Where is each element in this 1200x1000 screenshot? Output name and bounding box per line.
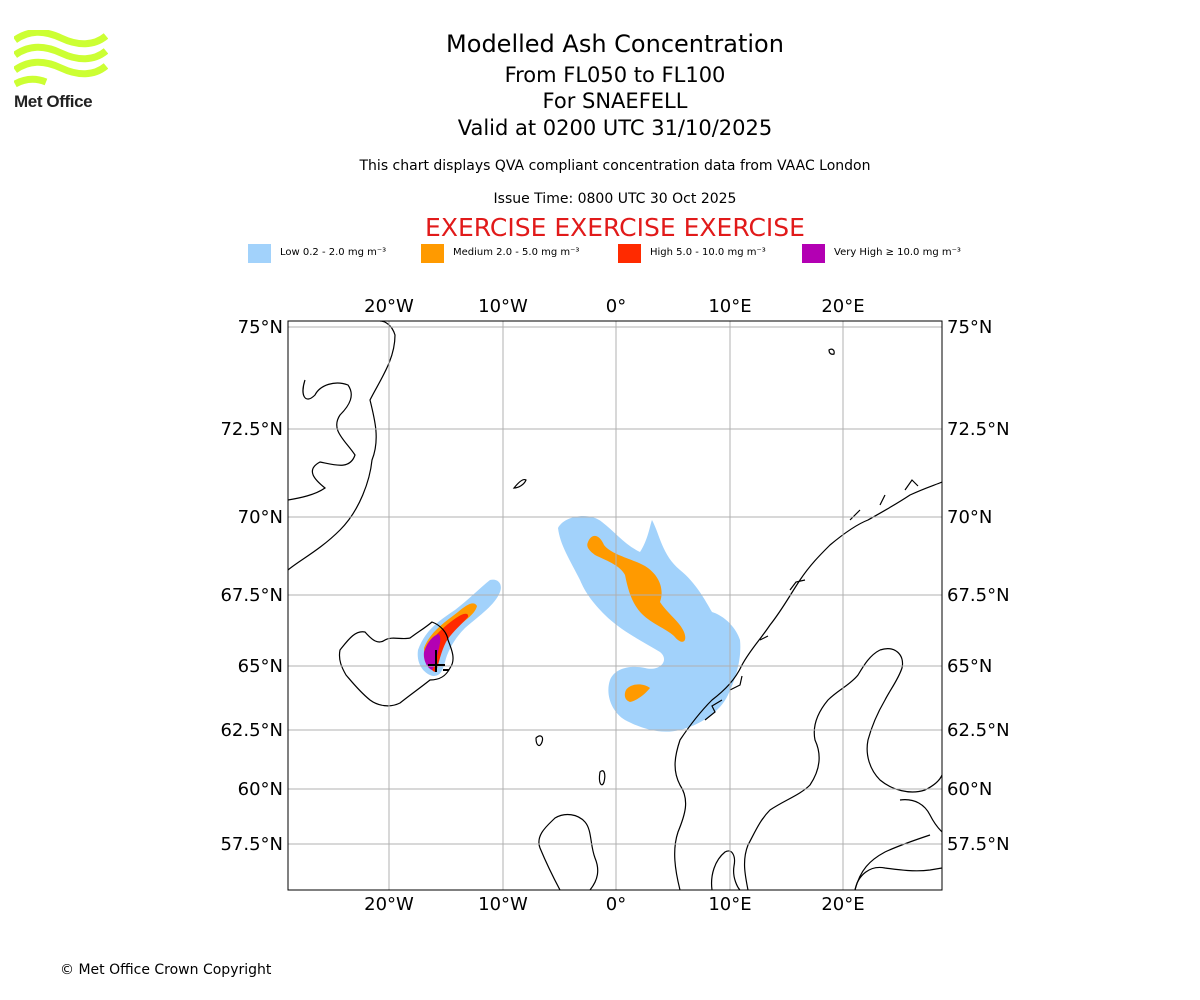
lon-label-top-20e: 20°E <box>821 296 864 317</box>
lon-label-bottom-10e: 10°E <box>708 894 751 915</box>
legend-label-medium: Medium 2.0 - 5.0 mg m⁻³ <box>453 247 580 258</box>
bear-island <box>828 348 835 355</box>
graticule <box>288 321 942 890</box>
volcano-name: For SNAEFELL <box>542 89 688 113</box>
lat-label-right-60: 60°N <box>947 779 992 800</box>
legend-swatch-medium <box>421 244 444 263</box>
ash-plume-iceland-high <box>426 613 469 672</box>
ash-plume-east-low <box>558 516 741 732</box>
legend-swatch-very-high <box>802 244 825 263</box>
lat-label-left-72-5: 72.5°N <box>220 419 283 440</box>
baltic-coast <box>854 799 942 890</box>
faroe-islands <box>535 735 544 747</box>
lat-label-right-65: 65°N <box>947 656 992 677</box>
valid-time: Valid at 0200 UTC 31/10/2025 <box>457 116 773 140</box>
lat-label-right-57-5: 57.5°N <box>947 834 1010 855</box>
flight-levels: From FL050 to FL100 <box>504 63 726 87</box>
lat-label-right-67-5: 67.5°N <box>947 585 1010 606</box>
legend-swatch-low <box>248 244 271 263</box>
ash-very-high-areas <box>423 634 441 670</box>
lat-label-right-62-5: 62.5°N <box>947 720 1010 741</box>
legend-label-high: High 5.0 - 10.0 mg m⁻³ <box>650 247 766 258</box>
greenland-coast <box>288 321 396 571</box>
lon-label-top-20w: 20°W <box>364 296 414 317</box>
compliance-note: This chart displays QVA compliant concen… <box>359 158 871 174</box>
lon-label-top-10w: 10°W <box>478 296 528 317</box>
exercise-banner: EXERCISE EXERCISE EXERCISE <box>425 213 805 242</box>
legend-swatch-high <box>618 244 641 263</box>
lat-label-left-65: 65°N <box>238 656 283 677</box>
lon-label-bottom-20e: 20°E <box>821 894 864 915</box>
lat-label-left-67-5: 67.5°N <box>220 585 283 606</box>
finland-coast <box>854 648 942 890</box>
lon-label-bottom-0: 0° <box>606 894 626 915</box>
lat-label-left-70: 70°N <box>238 507 283 528</box>
lat-label-right-75: 75°N <box>947 317 992 338</box>
sweden-coast <box>743 649 881 890</box>
ash-plume-iceland-very-high <box>423 634 441 670</box>
copyright-notice: © Met Office Crown Copyright <box>60 962 272 978</box>
shetland <box>598 770 606 786</box>
denmark-coast <box>710 850 741 890</box>
lat-label-left-62-5: 62.5°N <box>220 720 283 741</box>
lat-label-right-70: 70°N <box>947 507 992 528</box>
ash-low-areas <box>417 516 741 732</box>
logo-text: Met Office <box>14 92 93 111</box>
met-office-logo: Met Office <box>12 28 109 112</box>
met-office-wave-icon <box>12 28 109 88</box>
lon-label-top-0: 0° <box>606 296 626 317</box>
chart-title: Modelled Ash Concentration <box>446 30 784 58</box>
lon-label-bottom-10w: 10°W <box>478 894 528 915</box>
lat-label-left-57-5: 57.5°N <box>220 834 283 855</box>
lon-label-top-10e: 10°E <box>708 296 751 317</box>
issue-time: Issue Time: 0800 UTC 30 Oct 2025 <box>493 191 737 207</box>
legend-label-low: Low 0.2 - 2.0 mg m⁻³ <box>280 247 387 258</box>
ash-high-areas <box>426 613 469 672</box>
map-frame <box>287 320 943 891</box>
jan-mayen <box>512 478 527 489</box>
ash-patch-south <box>624 684 650 702</box>
lat-label-left-60: 60°N <box>238 779 283 800</box>
ash-plume-east-medium <box>587 535 686 642</box>
scotland-coast <box>538 813 599 890</box>
lat-label-left-75: 75°N <box>238 317 283 338</box>
iceland-coast <box>338 621 454 707</box>
volcano-marker <box>428 650 449 672</box>
lat-label-right-72-5: 72.5°N <box>947 419 1010 440</box>
norway-fjords <box>704 479 919 721</box>
lon-label-bottom-20w: 20°W <box>364 894 414 915</box>
legend-label-very-high: Very High ≥ 10.0 mg m⁻³ <box>834 247 961 258</box>
